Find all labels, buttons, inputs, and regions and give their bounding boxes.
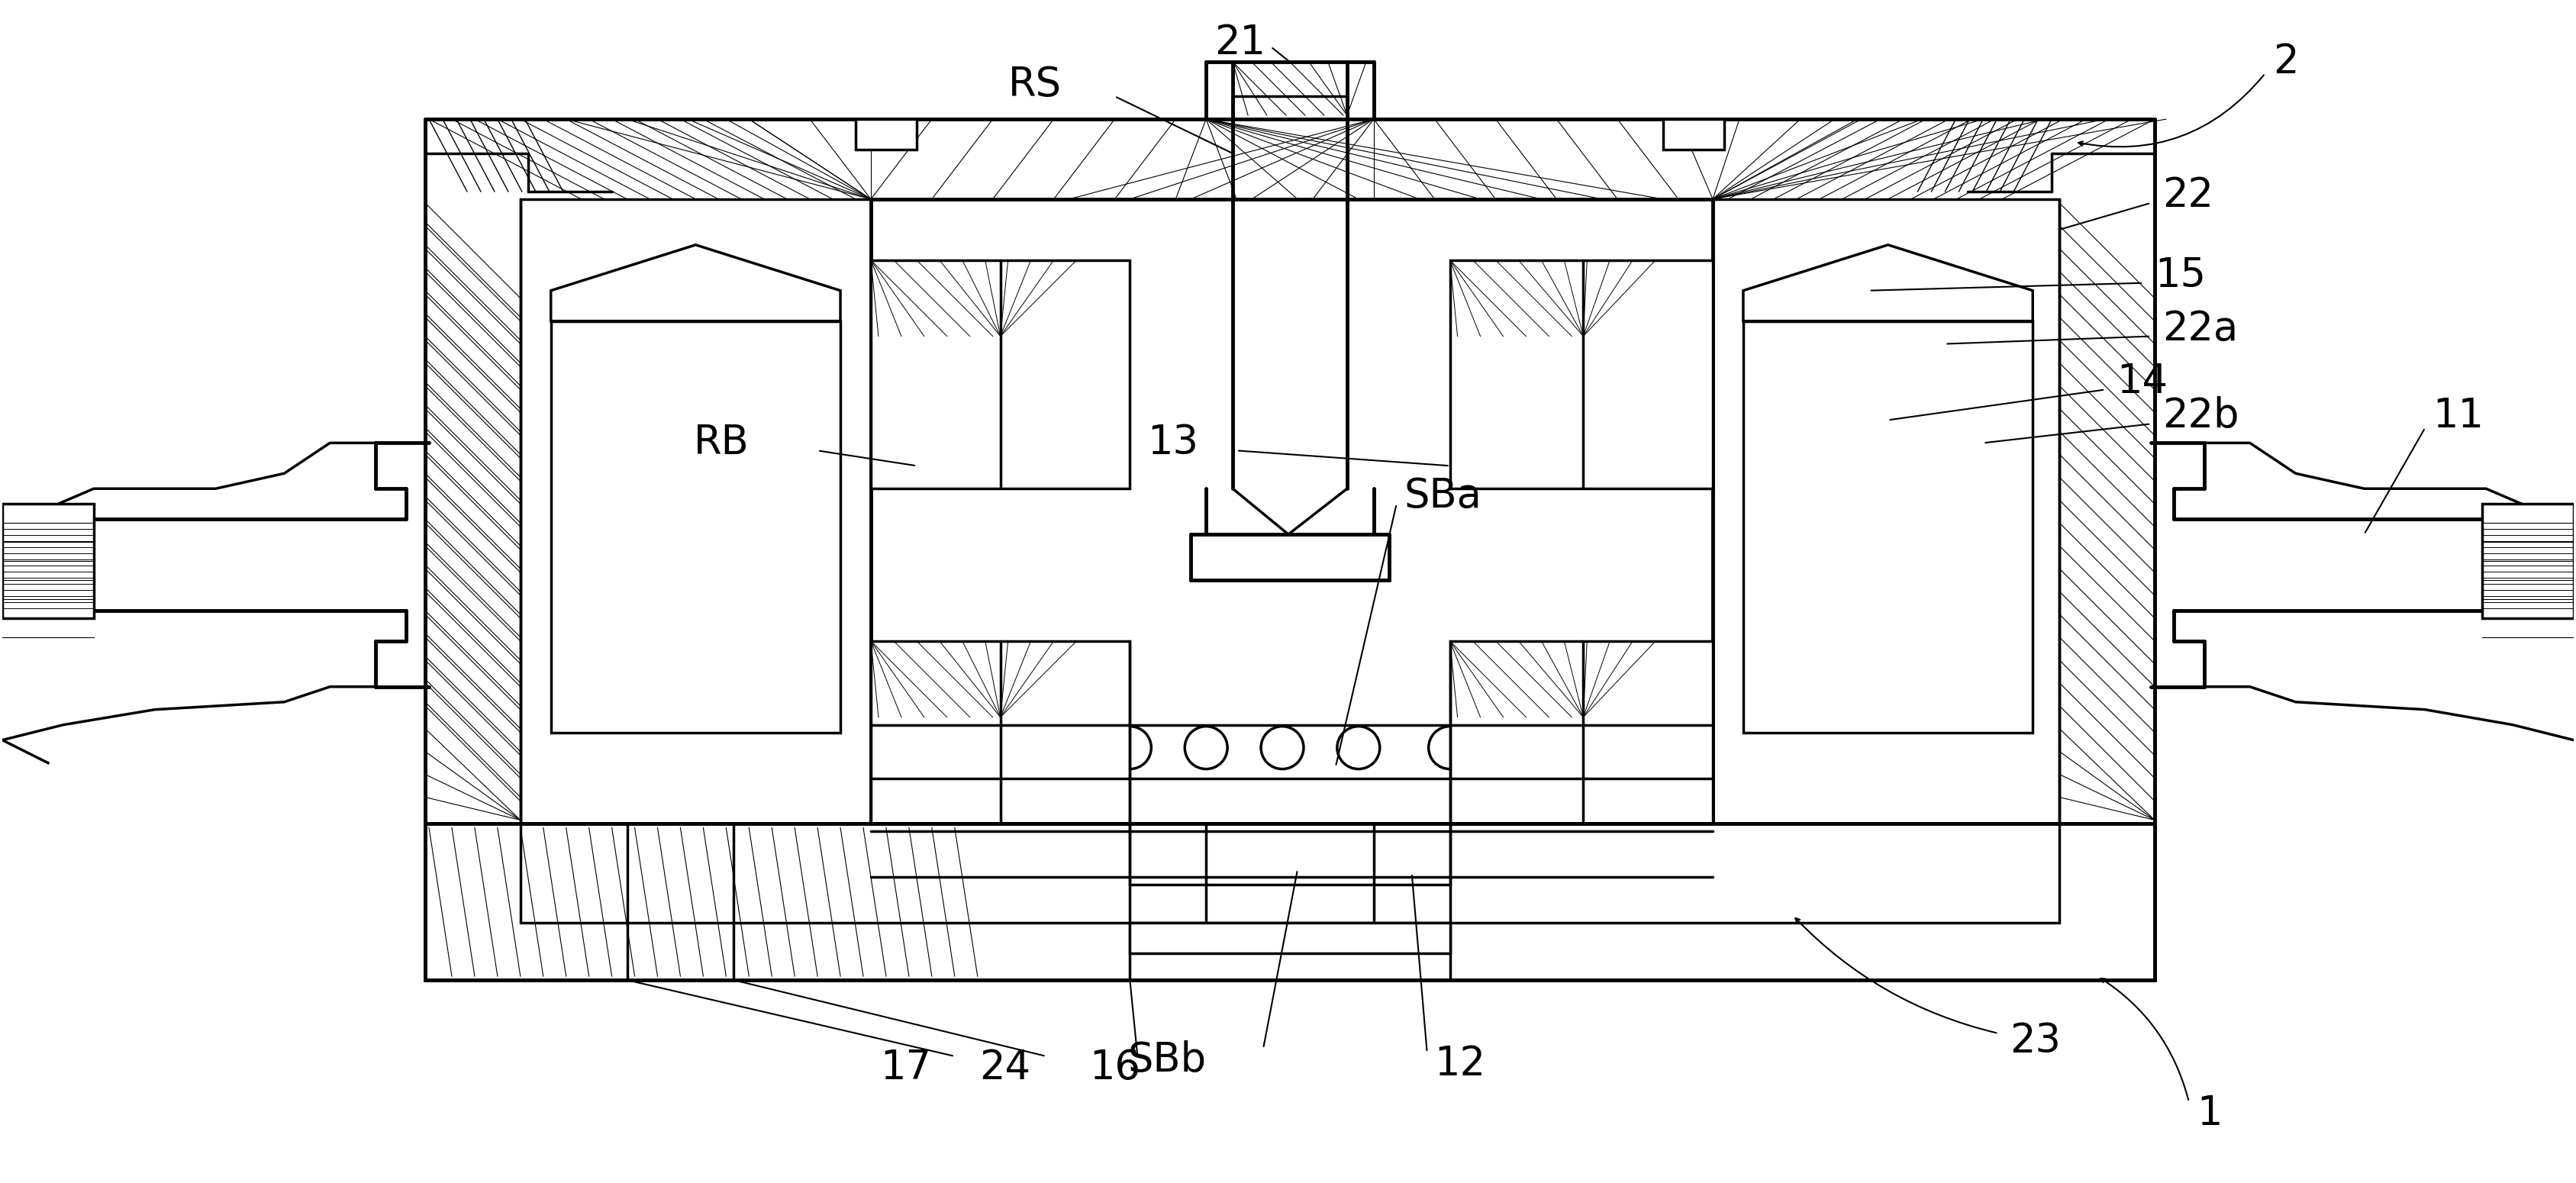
Text: 21: 21 [1216, 24, 1265, 63]
Text: 13: 13 [1146, 424, 1198, 463]
Text: 24: 24 [979, 1048, 1030, 1087]
Text: 22: 22 [2161, 175, 2213, 215]
Polygon shape [1131, 923, 1450, 953]
Text: RS: RS [1007, 65, 1061, 105]
Polygon shape [1744, 321, 2032, 732]
Text: 17: 17 [881, 1048, 933, 1087]
Text: 22b: 22b [2161, 396, 2239, 437]
Polygon shape [1744, 245, 2032, 321]
Polygon shape [855, 119, 917, 149]
Text: 22a: 22a [2161, 309, 2239, 349]
Polygon shape [1450, 260, 1713, 489]
Text: SBa: SBa [1404, 477, 1481, 516]
Polygon shape [1664, 119, 1723, 149]
Polygon shape [871, 641, 1131, 823]
Polygon shape [425, 823, 2154, 980]
Text: SBb: SBb [1128, 1040, 1206, 1080]
Text: 15: 15 [2154, 256, 2205, 296]
Polygon shape [1713, 199, 2058, 823]
Polygon shape [551, 245, 840, 321]
Text: 23: 23 [2009, 1021, 2061, 1061]
Text: 14: 14 [2117, 362, 2169, 402]
Text: RB: RB [693, 424, 750, 463]
Text: 12: 12 [1435, 1045, 1486, 1084]
Text: 11: 11 [2432, 396, 2483, 437]
Polygon shape [3, 504, 93, 619]
Polygon shape [2483, 504, 2573, 619]
Text: 1: 1 [2197, 1093, 2223, 1133]
Text: 2: 2 [2272, 43, 2298, 82]
Polygon shape [871, 260, 1131, 489]
Text: 16: 16 [1090, 1048, 1141, 1087]
Polygon shape [520, 199, 871, 823]
Polygon shape [551, 321, 840, 732]
Polygon shape [1450, 641, 1713, 823]
